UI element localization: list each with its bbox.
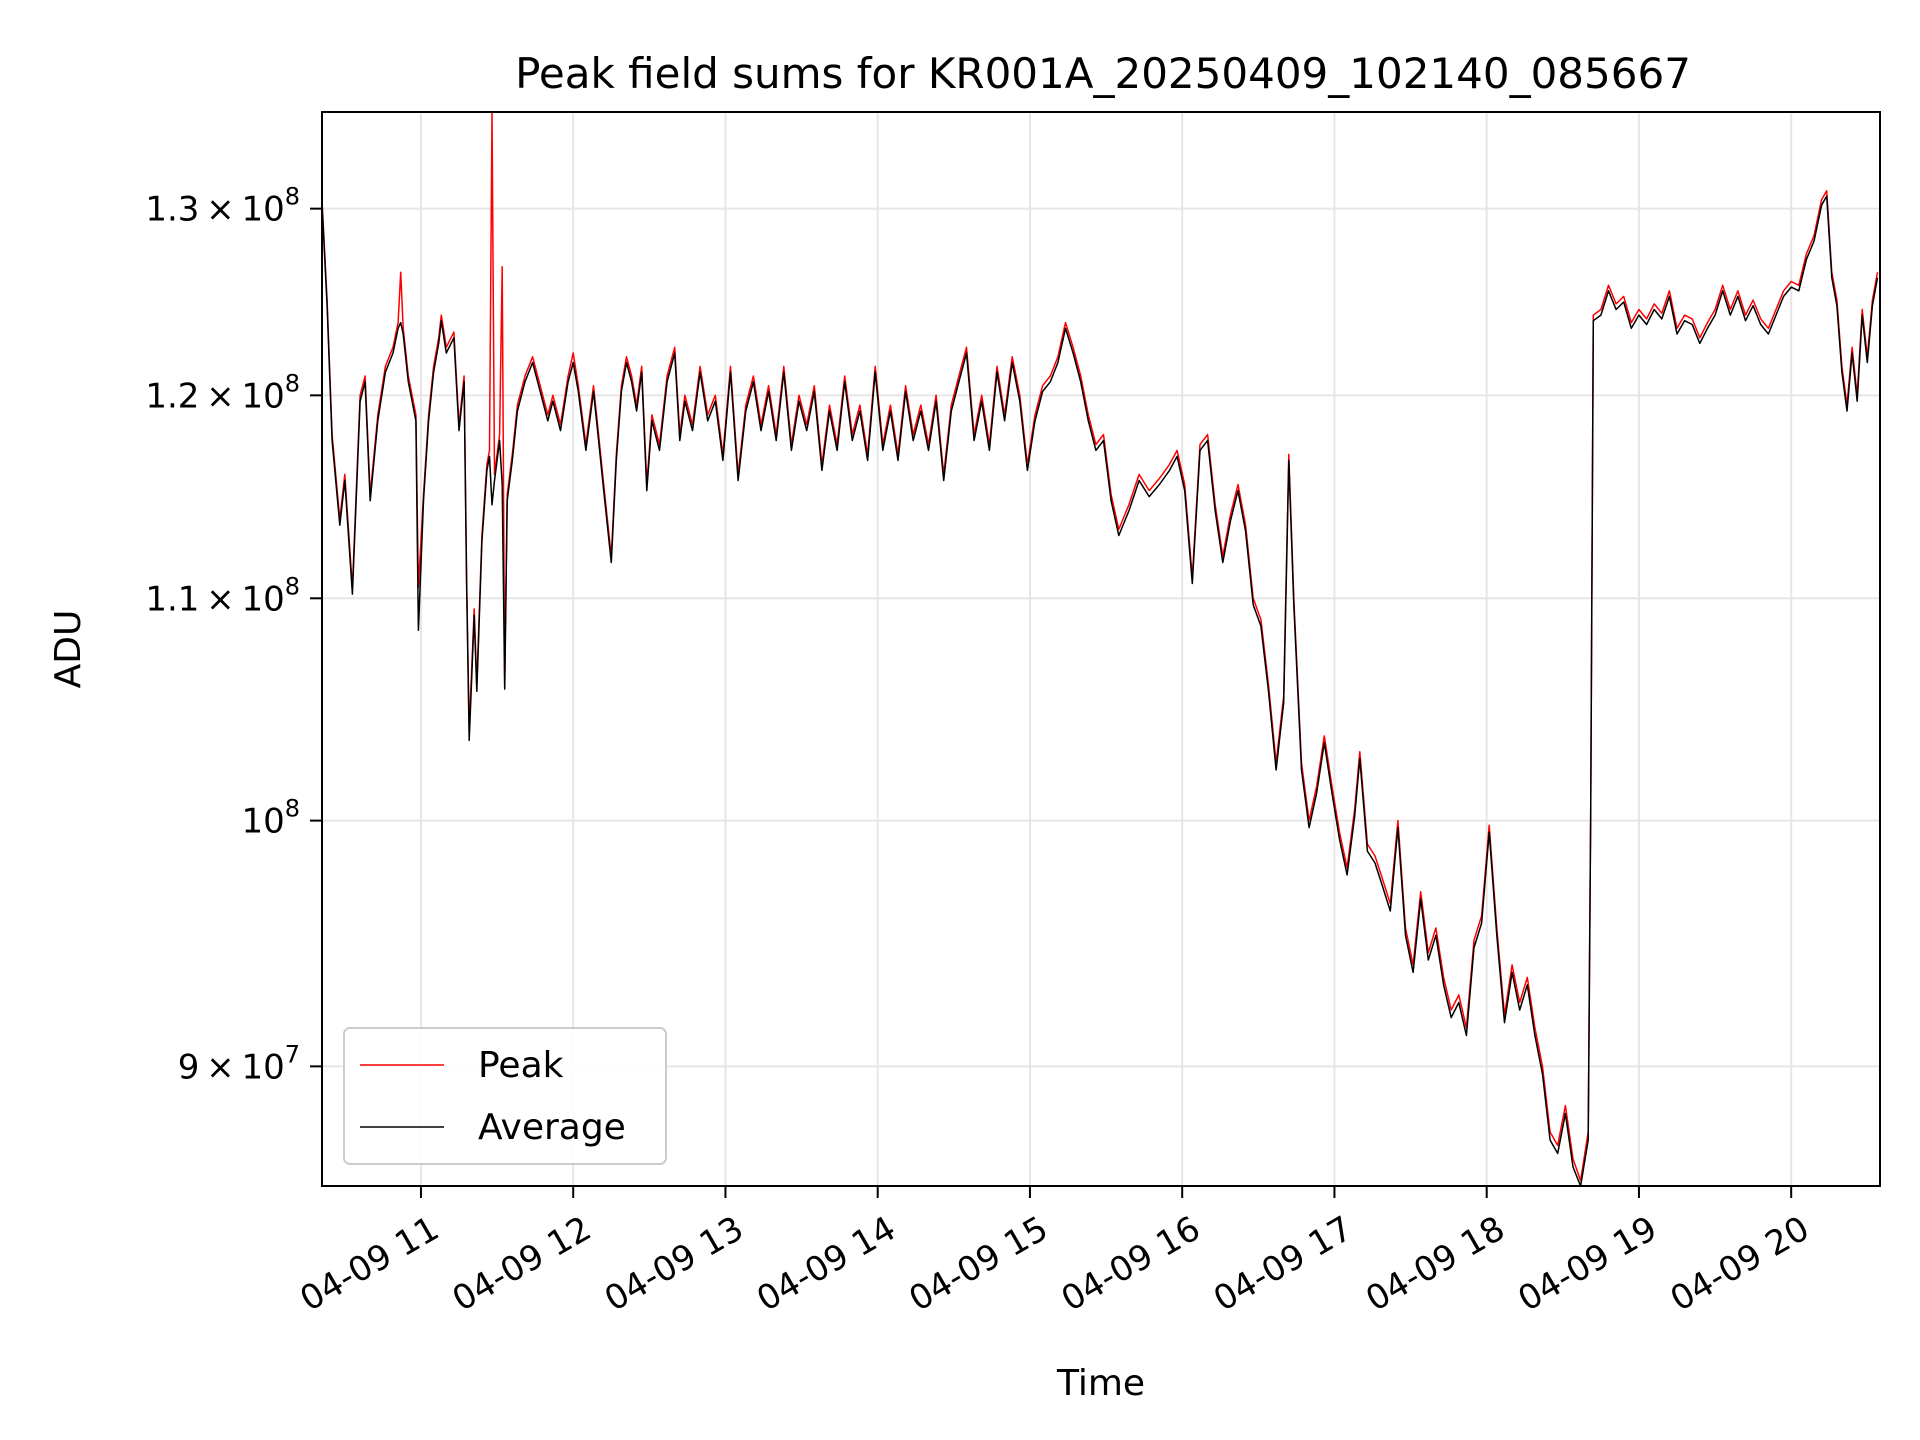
y-tick-label: 1.3 × 108 <box>145 183 300 230</box>
y-axis-label: ADU <box>48 610 89 689</box>
y-tick-label: 9 × 107 <box>178 1040 300 1087</box>
chart-title: Peak field sums for KR001A_20250409_1021… <box>515 49 1691 98</box>
legend: Peak Average <box>343 1027 667 1165</box>
y-tick-label: 1.2 × 108 <box>145 369 300 416</box>
series-line-average <box>322 195 1879 1186</box>
legend-box <box>343 1027 667 1165</box>
legend-label-peak: Peak <box>478 1045 564 1086</box>
y-tick-label: 1.1 × 108 <box>145 572 300 619</box>
y-axis: 9 × 107 108 1.1 × 108 1.2 × 108 1.3 × 108 <box>145 183 322 1087</box>
series-layer <box>322 112 1879 1186</box>
y-tick-label: 108 <box>241 795 300 842</box>
grid <box>322 112 1880 1186</box>
x-axis-label: Time <box>1056 1363 1145 1404</box>
plot-area <box>322 112 1880 1186</box>
plot-frame <box>321 111 1881 1187</box>
legend-label-average: Average <box>478 1107 626 1148</box>
